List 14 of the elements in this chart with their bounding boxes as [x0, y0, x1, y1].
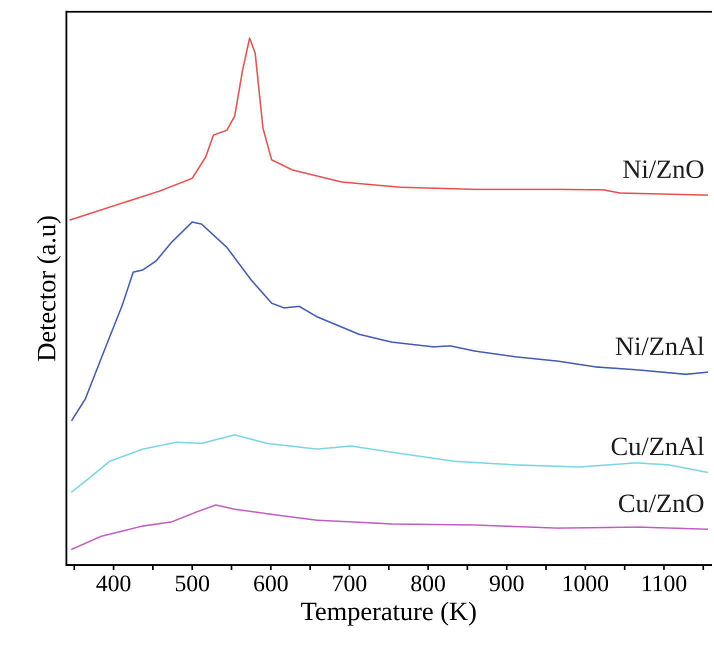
x-tick-label: 1100	[642, 575, 686, 592]
series-label: Cu/ZnAl	[612, 436, 704, 456]
x-tick-label: 500	[176, 575, 210, 592]
x-axis-title: Temperature (K)	[301, 602, 476, 626]
x-tick-label: 600	[254, 575, 288, 592]
series-label: Ni/ZnO	[623, 160, 704, 178]
series-label: Cu/ZnO	[619, 494, 704, 512]
x-tick-label: 1000	[564, 575, 608, 592]
x-tick-label: 700	[333, 575, 366, 592]
x-tick-label: 800	[411, 575, 445, 592]
y-axis-title: Detector (a.u)	[36, 216, 61, 361]
x-tick-label: 900	[490, 575, 524, 592]
x-tick-label: 400	[96, 575, 130, 592]
series-label: Ni/ZnAl	[616, 336, 704, 356]
